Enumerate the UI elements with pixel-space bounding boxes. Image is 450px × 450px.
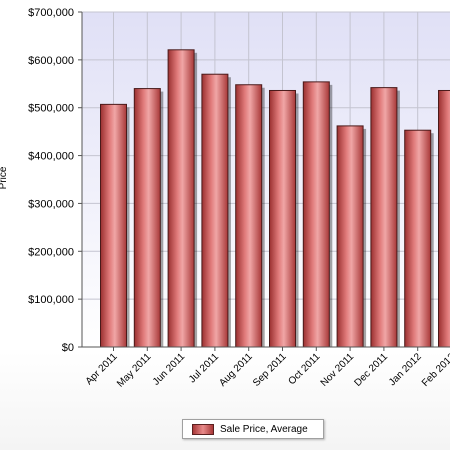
bar	[370, 87, 398, 348]
y-tick-label: $100,000	[28, 294, 74, 306]
x-tick-label: Sep 2011	[251, 351, 289, 389]
bar	[133, 88, 161, 348]
legend-label: Sale Price, Average	[220, 423, 308, 435]
y-axis-title: Price	[0, 166, 9, 189]
x-tick-label: Jan 2012	[387, 351, 424, 388]
y-tick-label: $300,000	[28, 198, 74, 210]
x-tick-label: Jun 2011	[151, 351, 188, 388]
bar	[100, 103, 127, 348]
y-tick-label: $400,000	[28, 151, 74, 163]
bar	[201, 73, 229, 348]
y-tick-label: $500,000	[28, 103, 74, 115]
bar	[404, 129, 432, 348]
y-tick-label: $600,000	[28, 55, 74, 67]
x-tick-label: Dec 2011	[352, 351, 390, 389]
x-tick-label: Feb 2012	[420, 351, 450, 389]
x-tick-label: Oct 2011	[286, 351, 322, 387]
legend-swatch	[192, 423, 214, 435]
x-tick-label: Nov 2011	[319, 351, 357, 389]
x-tick-label: Aug 2011	[217, 351, 255, 389]
y-tick-label: $0	[62, 342, 74, 354]
legend: Sale Price, Average	[182, 419, 324, 439]
y-tick-label: $700,000	[28, 7, 74, 19]
bar	[269, 89, 296, 348]
y-tick-label: $200,000	[28, 246, 74, 258]
bar	[438, 89, 450, 348]
bar	[167, 49, 195, 348]
bar	[336, 125, 364, 348]
x-tick-label: May 2011	[115, 351, 154, 390]
x-tick-label: Jul 2011	[187, 351, 221, 385]
bar	[302, 81, 330, 348]
bar	[235, 84, 263, 348]
